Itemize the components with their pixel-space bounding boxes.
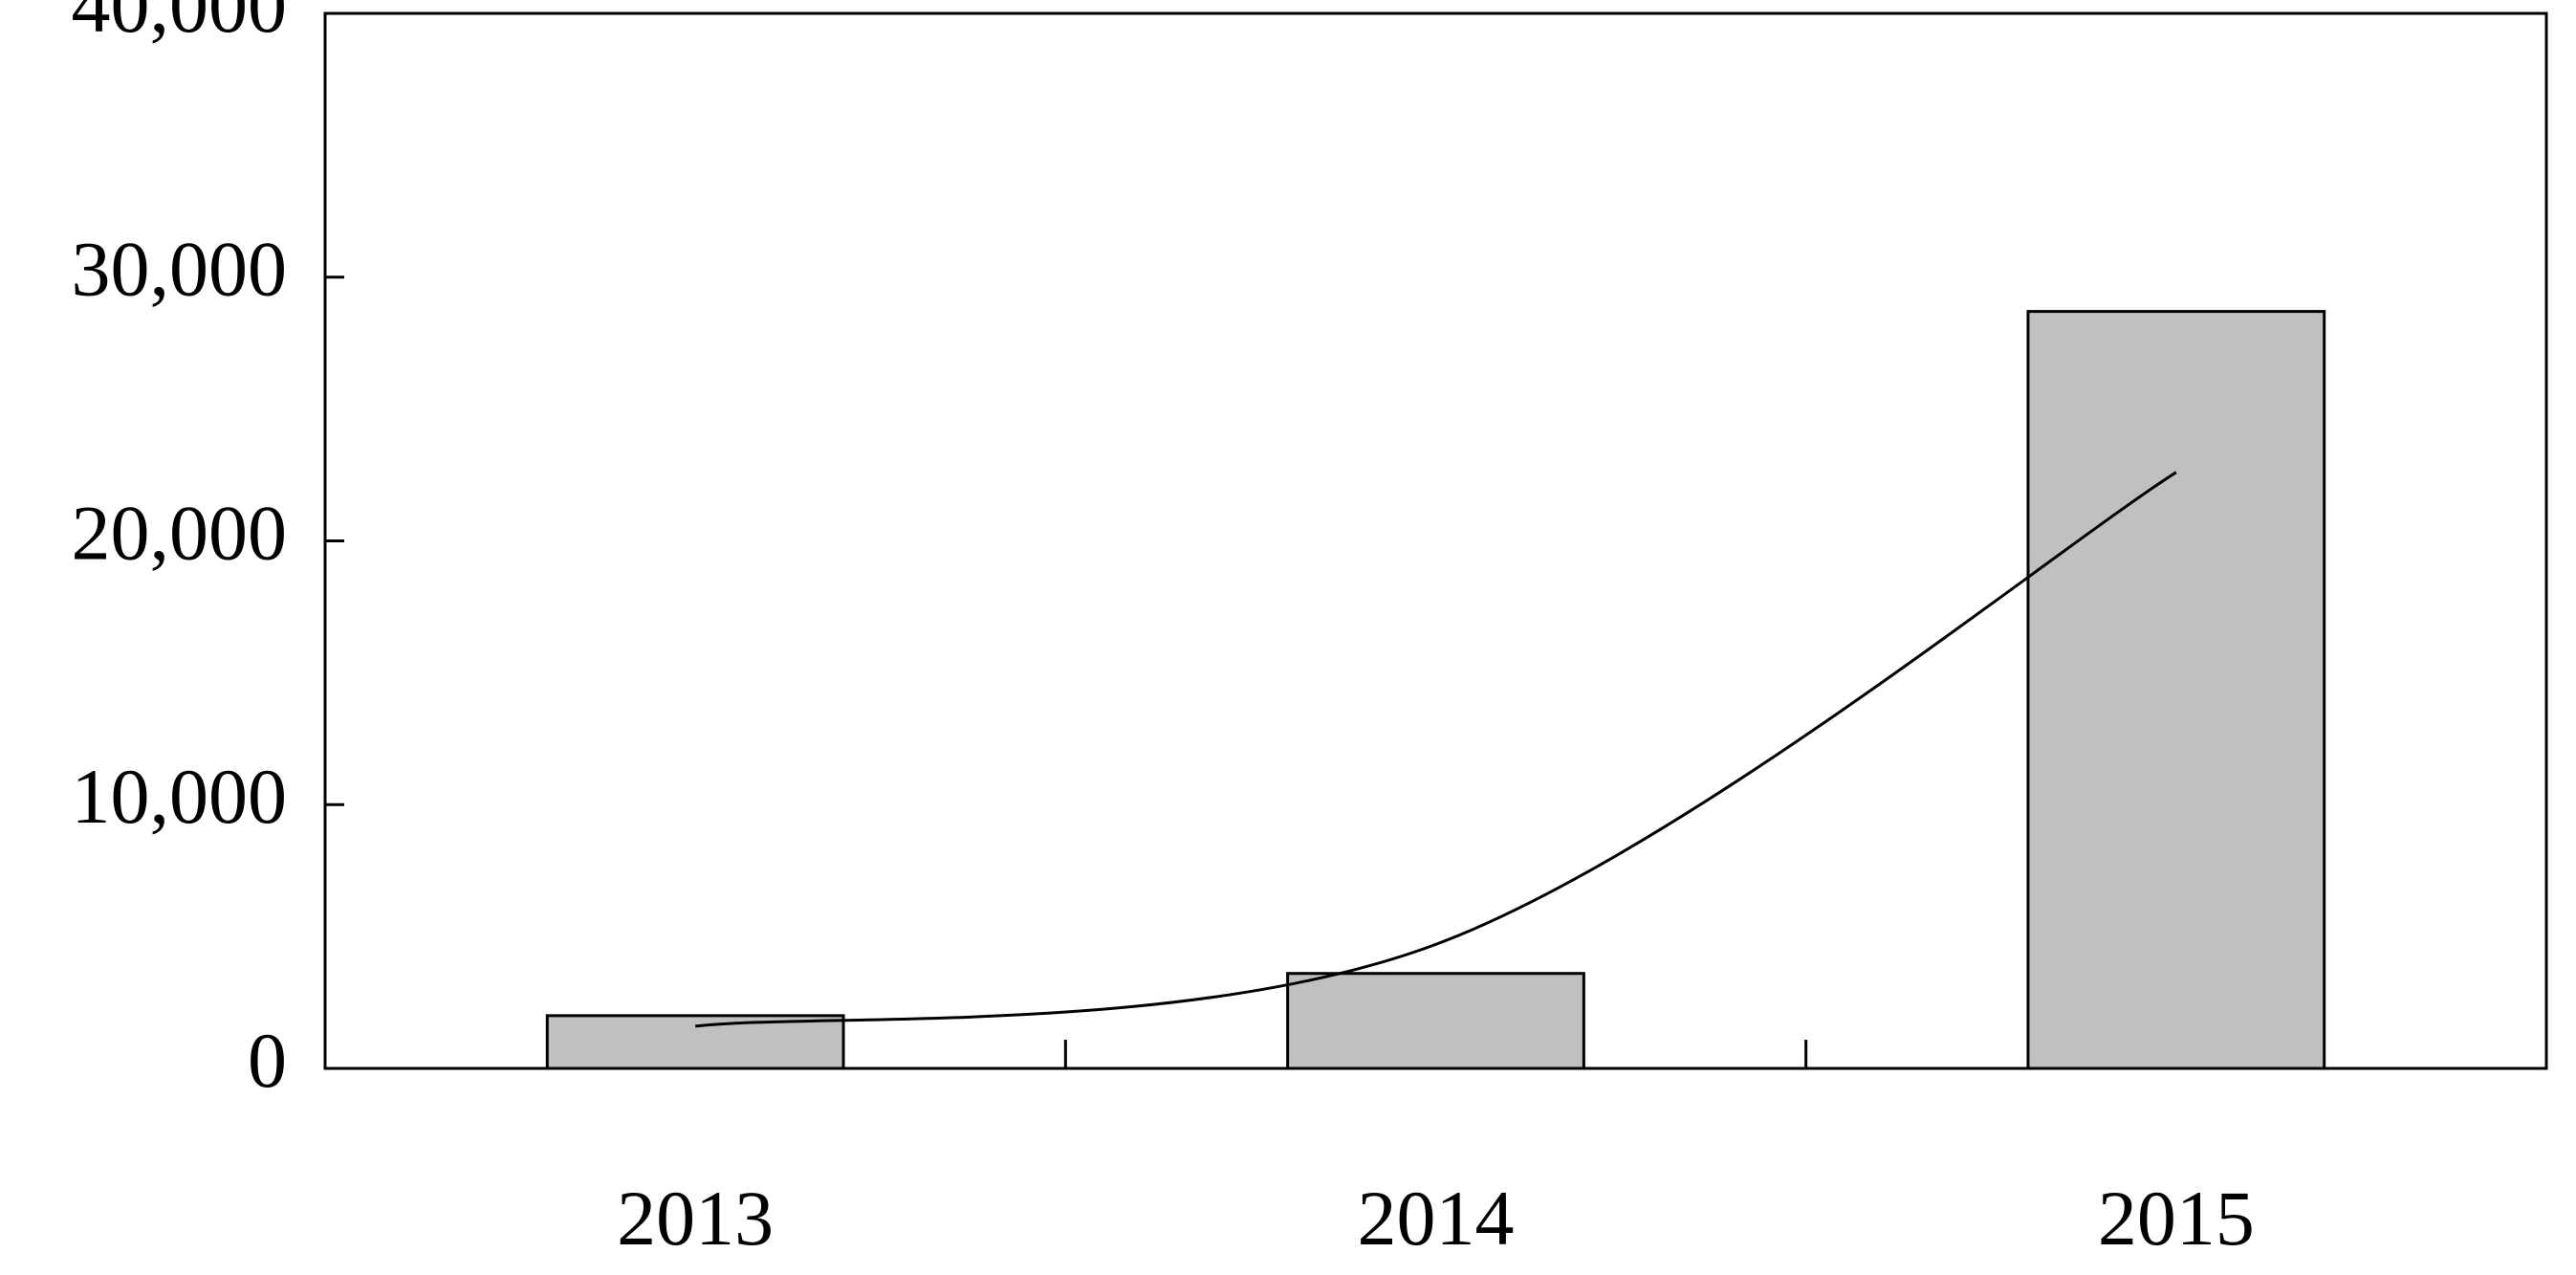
x-tick-label: 2014: [1358, 1175, 1515, 1262]
x-tick-label: 2013: [617, 1175, 774, 1262]
x-tick-label: 2015: [2098, 1175, 2255, 1262]
y-tick-label: 0: [248, 1017, 287, 1104]
trend-line: [695, 471, 2177, 1028]
y-tick-label: 20,000: [72, 489, 288, 576]
y-tick-label: 30,000: [72, 226, 288, 313]
bar: [2026, 310, 2326, 1070]
y-tick-label: 40,000: [72, 0, 288, 49]
y-tick-label: 10,000: [72, 753, 288, 840]
bar: [545, 1014, 845, 1070]
bar: [1286, 972, 1585, 1070]
